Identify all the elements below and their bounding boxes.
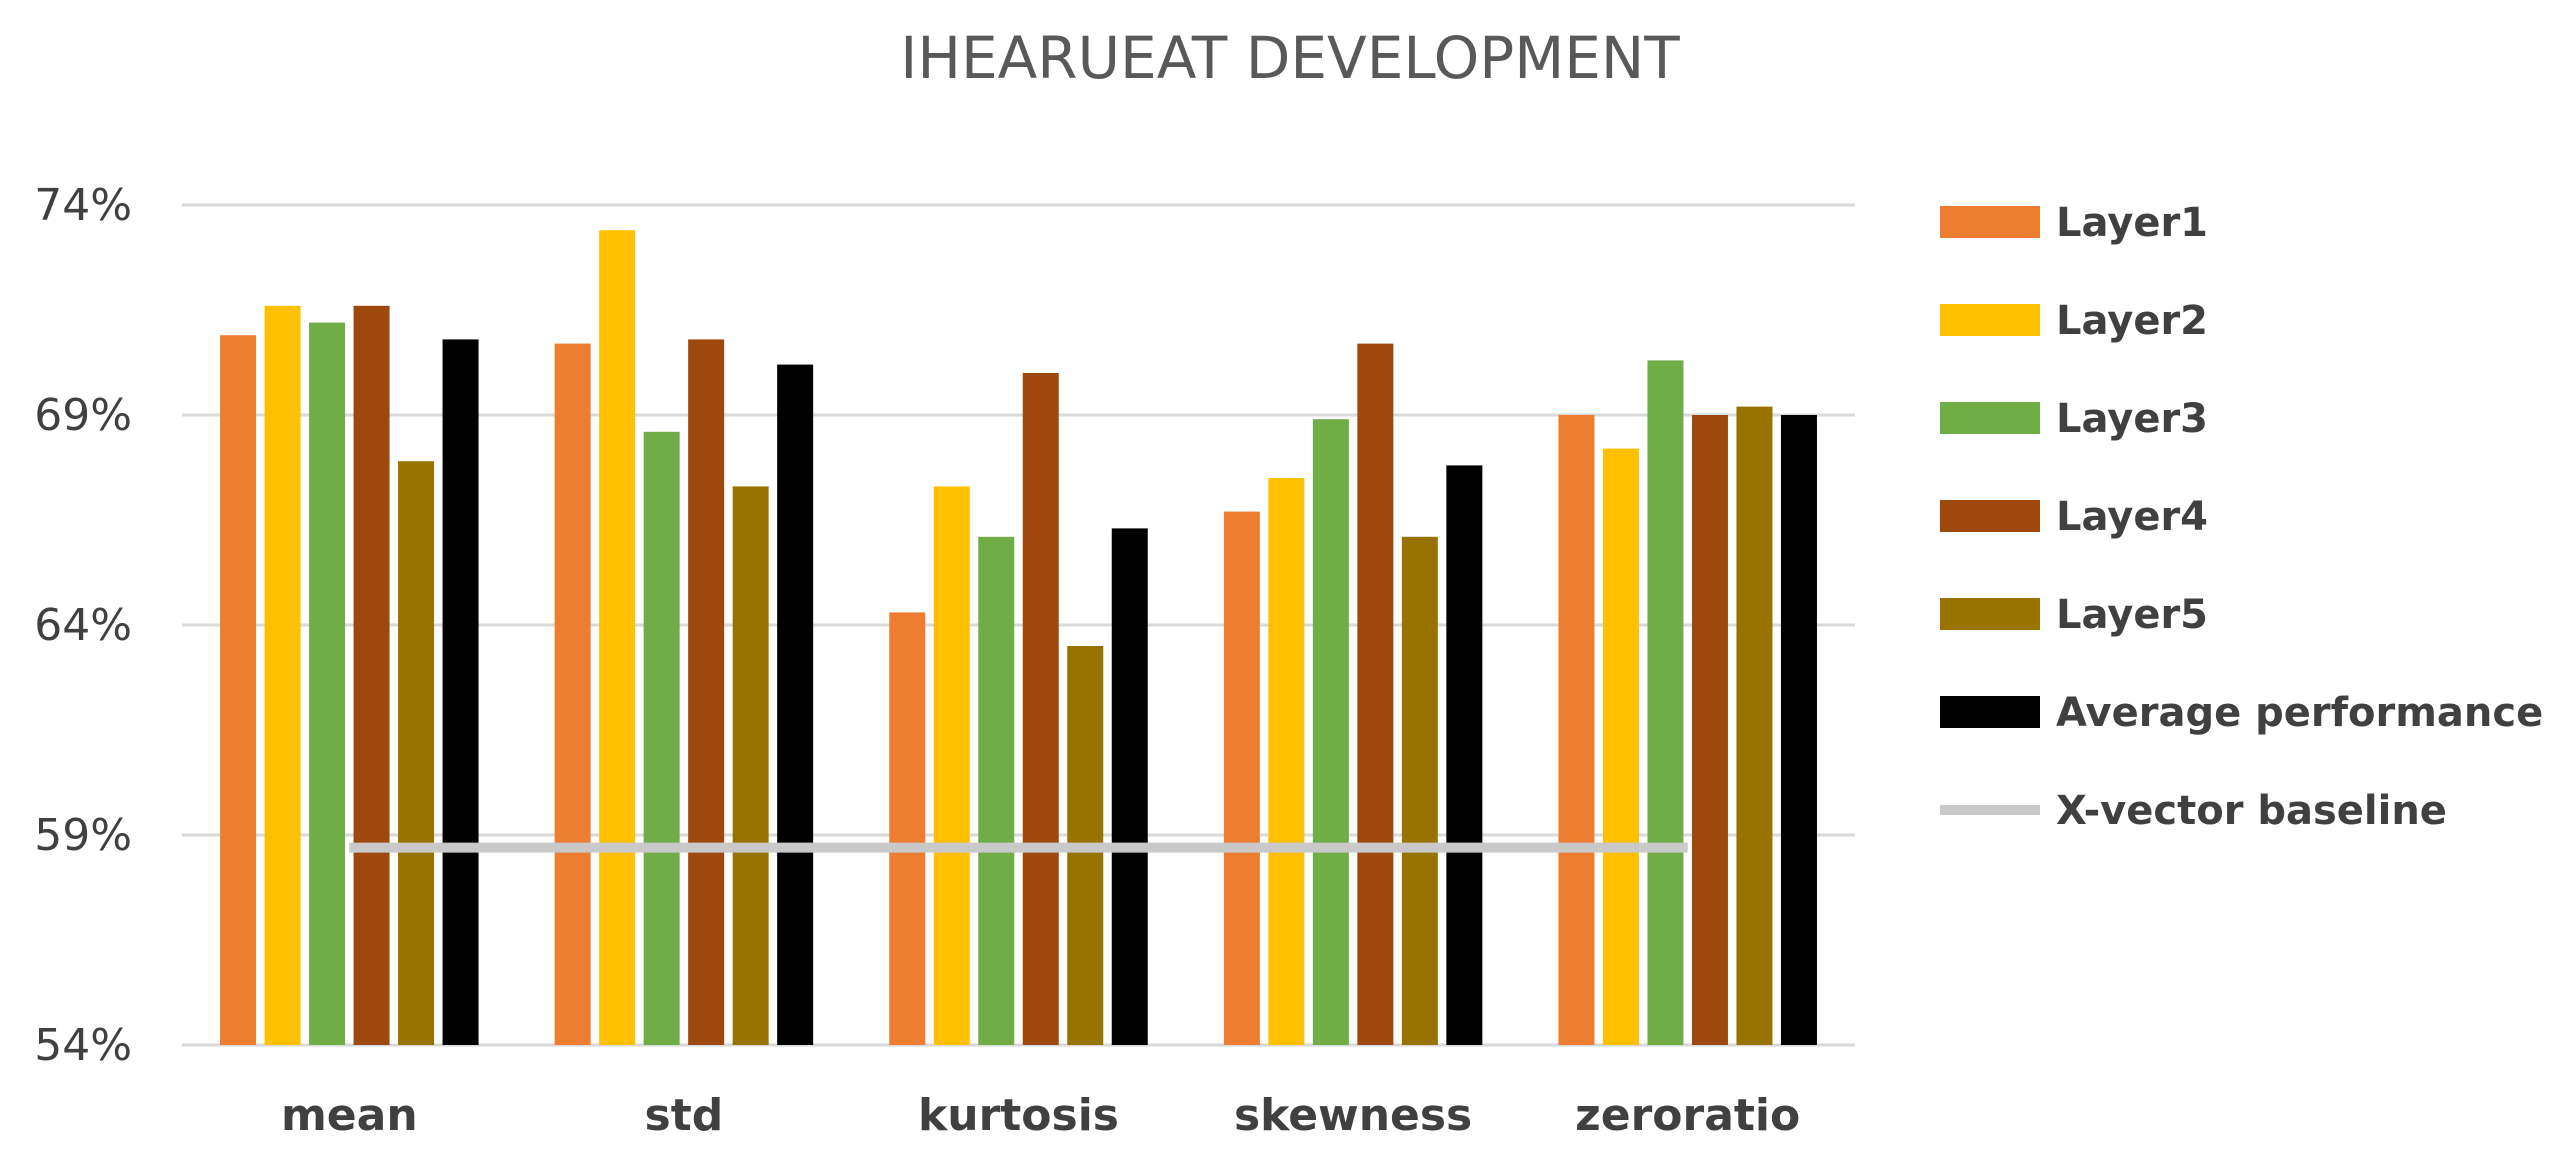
legend-label: X-vector baseline (2056, 788, 2447, 834)
bar-average-performance-kurtosis (1111, 528, 1148, 1045)
bar-layer5-skewness (1401, 536, 1438, 1045)
bar-layer2-mean (264, 305, 301, 1045)
chart-title: IHEARUEAT DEVELOPMENT (900, 24, 1680, 92)
bar-layer1-skewness (1223, 511, 1260, 1046)
y-tick-label: 74% (34, 180, 132, 231)
bar-average-performance-std (777, 364, 814, 1046)
bar-layer3-skewness (1312, 419, 1349, 1045)
legend-swatch (1940, 598, 2040, 630)
bar-layer5-zeroratio (1736, 406, 1773, 1046)
bar-layer4-mean (353, 305, 390, 1045)
bar-layer1-mean (220, 335, 257, 1045)
y-tick-label: 64% (34, 600, 132, 651)
y-tick-label: 69% (34, 390, 132, 441)
y-tick-label: 54% (34, 1020, 132, 1071)
bar-layer3-mean (309, 322, 346, 1046)
x-tick-label: kurtosis (918, 1090, 1119, 1141)
bars (220, 230, 1817, 1046)
legend-swatch (1940, 500, 2040, 532)
bar-layer2-std (599, 230, 636, 1045)
legend-label: Layer5 (2056, 592, 2208, 638)
bar-layer1-std (554, 343, 591, 1046)
bar-average-performance-zeroratio (1780, 415, 1817, 1045)
x-tick-label: zeroratio (1575, 1090, 1800, 1141)
x-tick-label: std (645, 1090, 724, 1141)
legend-label: Layer2 (2056, 298, 2208, 344)
bar-layer3-kurtosis (978, 536, 1015, 1045)
bar-layer3-zeroratio (1647, 360, 1684, 1045)
bar-layer4-skewness (1357, 343, 1394, 1046)
bar-layer2-zeroratio (1602, 448, 1639, 1046)
bar-average-performance-skewness (1446, 465, 1483, 1045)
legend-label: Layer1 (2056, 200, 2208, 246)
x-axis-ticks: mean std kurtosis skewness zeroratio (281, 1090, 1800, 1141)
bar-layer1-kurtosis (889, 612, 926, 1045)
legend: Layer1 Layer2 Layer3 Layer4 Layer5 Average pe… (1940, 200, 2543, 834)
x-tick-label: skewness (1234, 1090, 1472, 1141)
bar-average-performance-mean (442, 339, 479, 1045)
legend-swatch (1940, 402, 2040, 434)
legend-label: Layer4 (2056, 494, 2208, 540)
legend-swatch (1940, 206, 2040, 238)
bar-layer5-mean (398, 461, 435, 1045)
bar-layer4-zeroratio (1691, 415, 1728, 1045)
y-axis-ticks: 74% 69% 64% 59% 54% (34, 180, 132, 1071)
bar-layer1-zeroratio (1558, 415, 1595, 1045)
legend-label: Average performance (2056, 690, 2543, 736)
bar-layer5-std (732, 486, 769, 1045)
legend-swatch (1940, 696, 2040, 728)
bar-layer3-std (643, 431, 680, 1045)
bar-layer4-std (688, 339, 725, 1045)
bar-layer2-skewness (1268, 478, 1305, 1045)
y-tick-label: 59% (34, 810, 132, 861)
x-tick-label: mean (281, 1090, 418, 1141)
bar-layer4-kurtosis (1022, 373, 1059, 1045)
legend-swatch (1940, 304, 2040, 336)
legend-label: Layer3 (2056, 396, 2208, 442)
bar-layer2-kurtosis (933, 486, 970, 1045)
